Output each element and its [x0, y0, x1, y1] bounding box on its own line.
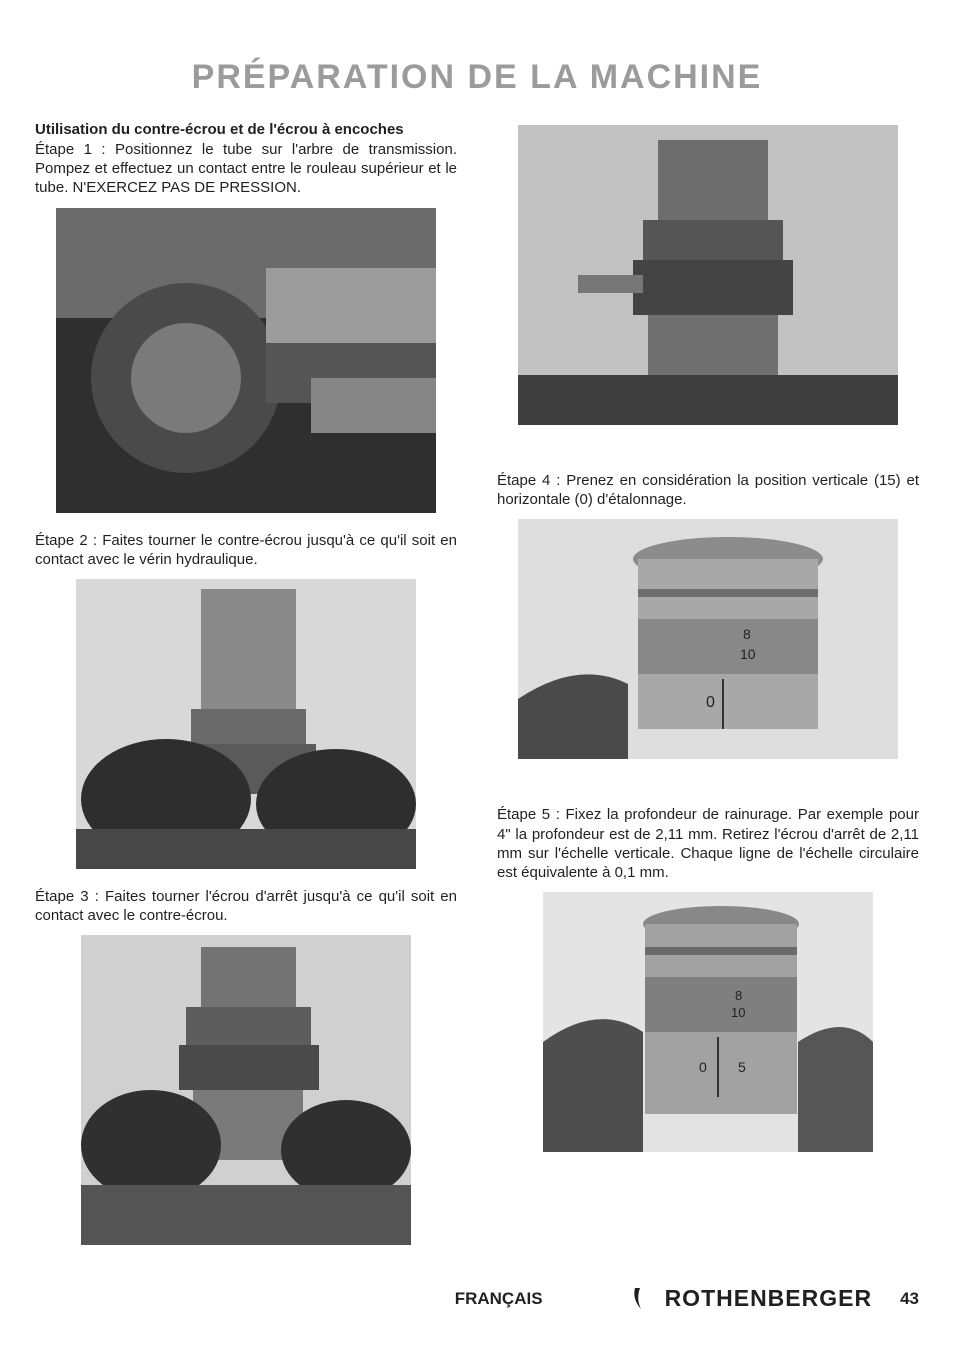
photo-step-4: 8 10 0 — [518, 519, 898, 759]
svg-text:0: 0 — [706, 694, 715, 711]
footer-language: FRANÇAIS — [455, 1289, 543, 1309]
photo-step-3 — [81, 935, 411, 1245]
photo-step-1 — [56, 208, 436, 513]
brand-text: ROTHENBERGER — [665, 1285, 873, 1312]
step-3-text: Étape 3 : Faites tourner l'écrou d'arrêt… — [35, 887, 457, 925]
photo-step-5: 8 10 0 5 — [543, 892, 873, 1152]
page-footer: FRANÇAIS ROTHENBERGER 43 — [35, 1285, 919, 1312]
page-number: 43 — [900, 1289, 919, 1309]
brand-logo: ROTHENBERGER — [631, 1285, 873, 1312]
step-2-text: Étape 2 : Faites tourner le contre-écrou… — [35, 531, 457, 569]
svg-text:5: 5 — [738, 1059, 746, 1075]
step-1-text: Étape 1 : Positionnez le tube sur l'arbr… — [35, 140, 457, 198]
page-title: PRÉPARATION DE LA MACHINE — [35, 58, 919, 97]
svg-text:10: 10 — [731, 1005, 745, 1020]
svg-text:8: 8 — [735, 988, 742, 1003]
photo-step-3b — [518, 125, 898, 425]
step-4-text: Étape 4 : Prenez en considération la pos… — [497, 471, 919, 509]
left-column: Utilisation du contre-écrou et de l'écro… — [35, 121, 457, 1263]
right-column: Étape 4 : Prenez en considération la pos… — [497, 121, 919, 1263]
svg-text:10: 10 — [740, 646, 756, 662]
step-5-text: Étape 5 : Fixez la profondeur de rainura… — [497, 805, 919, 882]
subheading: Utilisation du contre-écrou et de l'écro… — [35, 121, 457, 138]
photo-step-2 — [76, 579, 416, 869]
svg-text:0: 0 — [699, 1059, 707, 1075]
brand-swoosh-icon — [631, 1286, 659, 1312]
svg-text:8: 8 — [743, 626, 751, 642]
content-columns: Utilisation du contre-écrou et de l'écro… — [35, 121, 919, 1263]
